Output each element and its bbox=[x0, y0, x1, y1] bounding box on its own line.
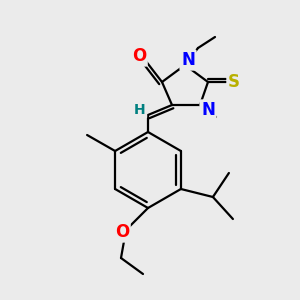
Text: S: S bbox=[228, 73, 240, 91]
Text: N: N bbox=[181, 51, 195, 69]
Text: O: O bbox=[115, 223, 129, 241]
Text: H: H bbox=[134, 103, 146, 117]
Text: O: O bbox=[132, 47, 146, 65]
Text: N: N bbox=[201, 101, 215, 119]
